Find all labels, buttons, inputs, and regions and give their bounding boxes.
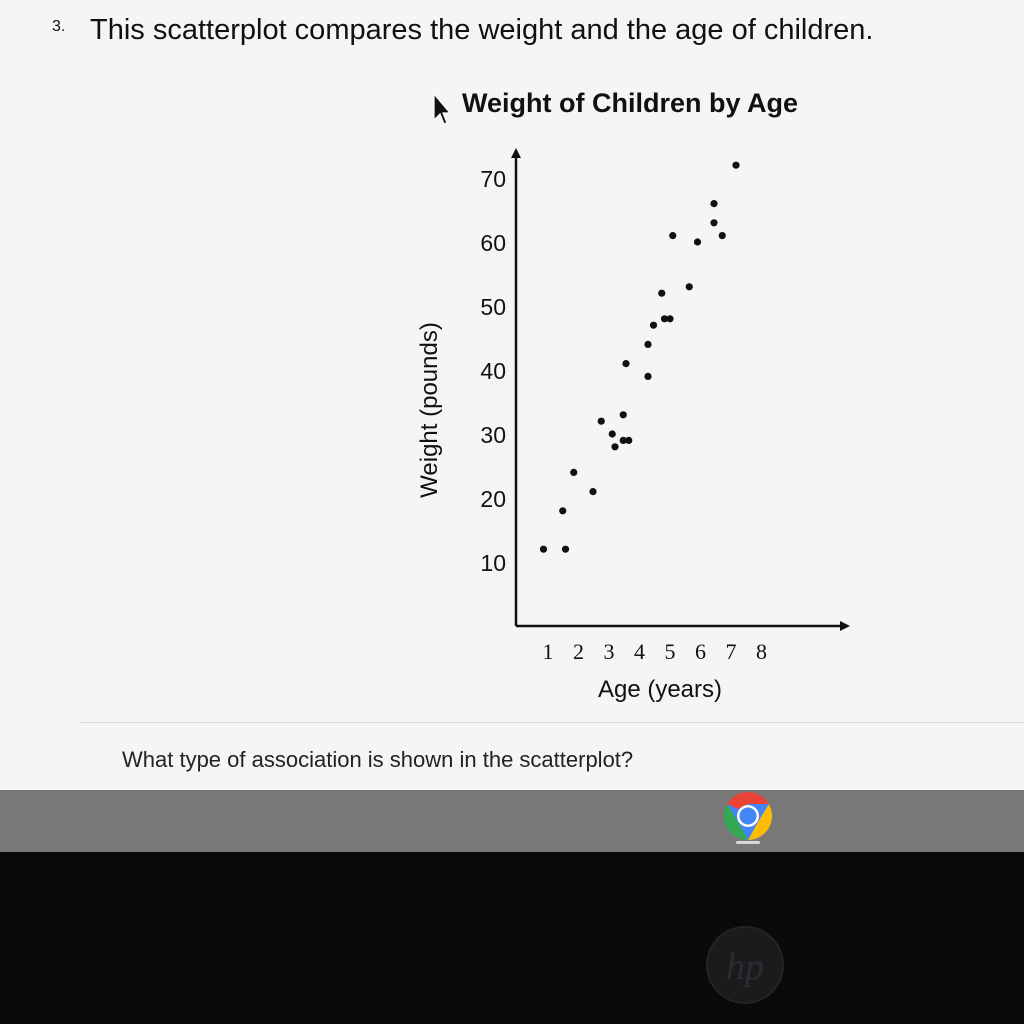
scatterplot-chart: Weight of Children by Age 10 20 30 40 50 60 70… bbox=[416, 88, 850, 703]
x-tick-label: 2 bbox=[573, 639, 584, 664]
divider bbox=[80, 722, 1024, 723]
chart-title: Weight of Children by Age bbox=[462, 88, 798, 118]
data-point bbox=[561, 545, 570, 553]
data-point bbox=[559, 507, 567, 515]
data-point bbox=[622, 360, 630, 368]
question-prompt: What type of association is shown in the… bbox=[122, 747, 634, 772]
x-tick-label: 6 bbox=[695, 639, 706, 664]
data-point bbox=[644, 340, 652, 348]
data-point bbox=[669, 232, 677, 240]
y-tick-label: 30 bbox=[480, 422, 506, 448]
data-point bbox=[619, 436, 627, 444]
x-tick-label: 3 bbox=[604, 639, 615, 664]
y-tick-label: 60 bbox=[480, 230, 506, 256]
x-tick-label: 7 bbox=[726, 639, 737, 664]
data-point bbox=[644, 372, 652, 380]
y-tick-label: 50 bbox=[480, 294, 506, 320]
data-point bbox=[718, 232, 726, 240]
data-point bbox=[658, 289, 666, 297]
y-axis-ticks: 10 20 30 40 50 60 70 bbox=[480, 166, 506, 576]
data-point bbox=[625, 436, 633, 444]
data-point bbox=[666, 315, 674, 323]
x-tick-label: 8 bbox=[756, 639, 767, 664]
data-point bbox=[649, 321, 658, 329]
x-tick-label: 1 bbox=[543, 639, 554, 664]
taskbar bbox=[0, 790, 1024, 852]
chrome-browser-icon[interactable] bbox=[722, 792, 774, 844]
x-axis-arrow bbox=[840, 621, 850, 631]
data-point bbox=[570, 468, 578, 476]
data-point bbox=[539, 545, 548, 553]
data-point bbox=[589, 488, 597, 496]
mouse-pointer-icon bbox=[433, 92, 452, 125]
data-point bbox=[685, 283, 693, 291]
data-points bbox=[539, 161, 740, 553]
data-point bbox=[611, 443, 619, 451]
x-axis-label: Age (years) bbox=[598, 676, 722, 703]
data-point bbox=[710, 219, 718, 227]
data-point bbox=[710, 200, 718, 208]
data-point bbox=[693, 238, 702, 246]
laptop-bezel bbox=[0, 852, 1024, 1024]
y-tick-label: 20 bbox=[480, 486, 506, 512]
data-point bbox=[608, 430, 616, 438]
data-point bbox=[597, 417, 605, 425]
hp-logo-icon: hp bbox=[706, 926, 784, 1004]
y-axis-label: Weight (pounds) bbox=[416, 322, 443, 498]
chart-axes bbox=[511, 148, 850, 631]
x-tick-label: 5 bbox=[665, 639, 676, 664]
y-axis-arrow bbox=[511, 148, 521, 158]
screen: 3. This scatterplot compares the weight … bbox=[0, 0, 1024, 790]
data-point bbox=[660, 315, 669, 323]
y-tick-label: 40 bbox=[480, 358, 506, 384]
data-point bbox=[732, 161, 740, 169]
question-text: This scatterplot compares the weight and… bbox=[90, 14, 874, 46]
svg-text:hp: hp bbox=[726, 946, 764, 988]
data-point bbox=[619, 411, 627, 419]
x-tick-label: 4 bbox=[634, 639, 645, 664]
y-tick-label: 10 bbox=[480, 550, 506, 576]
y-tick-label: 70 bbox=[480, 166, 506, 192]
question-number: 3. bbox=[52, 18, 66, 35]
